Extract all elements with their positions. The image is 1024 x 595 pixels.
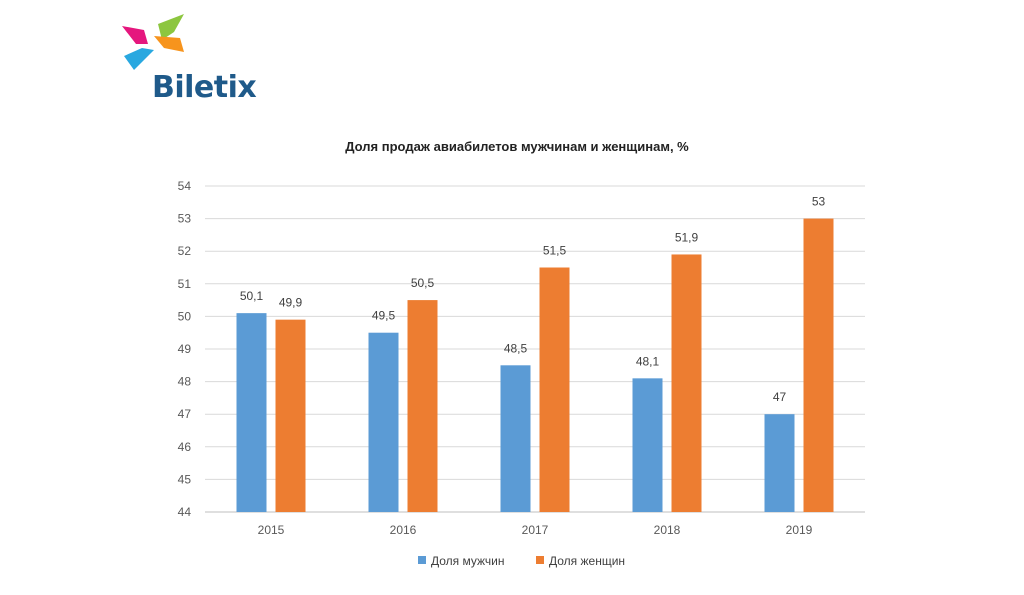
- bar-women-2019: [803, 218, 834, 512]
- y-tick-label: 50: [178, 309, 192, 323]
- bar-men-2017: [500, 365, 531, 512]
- y-tick-label: 47: [178, 407, 192, 421]
- x-tick-label: 2016: [390, 523, 417, 537]
- y-tick-label: 54: [178, 179, 192, 193]
- biletix-star-icon: [122, 14, 184, 70]
- data-label: 50,5: [411, 276, 435, 290]
- x-tick-label: 2018: [654, 523, 681, 537]
- data-label: 47: [773, 390, 787, 404]
- legend-label-women: Доля женщин: [549, 554, 625, 568]
- x-tick-label: 2017: [522, 523, 549, 537]
- y-tick-label: 52: [178, 244, 192, 258]
- y-tick-label: 45: [178, 472, 192, 486]
- y-tick-label: 44: [178, 505, 192, 519]
- biletix-logo: Biletix: [118, 14, 278, 110]
- y-tick-label: 51: [178, 277, 192, 291]
- bar-women-2017: [539, 267, 570, 512]
- data-label: 48,1: [636, 354, 660, 368]
- bar-women-2016: [407, 300, 438, 512]
- bar-men-2018: [632, 378, 663, 512]
- x-tick-label: 2019: [786, 523, 813, 537]
- y-tick-label: 48: [178, 375, 192, 389]
- data-label: 53: [812, 195, 826, 209]
- y-tick-label: 53: [178, 212, 192, 226]
- y-tick-label: 46: [178, 440, 192, 454]
- data-label: 51,9: [675, 230, 699, 244]
- legend-label-men: Доля мужчин: [431, 554, 505, 568]
- data-label: 48,5: [504, 341, 528, 355]
- y-tick-label: 49: [178, 342, 192, 356]
- data-label: 51,5: [543, 244, 567, 258]
- bar-men-2019: [764, 414, 795, 512]
- legend-swatch-men: [418, 556, 426, 564]
- bar-men-2016: [368, 332, 399, 512]
- bar-women-2018: [671, 254, 702, 512]
- legend-swatch-women: [536, 556, 544, 564]
- data-label: 49,5: [372, 309, 396, 323]
- data-label: 49,9: [279, 296, 303, 310]
- brand-name: Biletix: [152, 70, 257, 105]
- data-label: 50,1: [240, 289, 264, 303]
- bar-men-2015: [236, 313, 267, 512]
- chart-title: Доля продаж авиабилетов мужчинам и женщи…: [345, 139, 689, 154]
- x-tick-label: 2015: [258, 523, 285, 537]
- bar-women-2015: [275, 319, 306, 512]
